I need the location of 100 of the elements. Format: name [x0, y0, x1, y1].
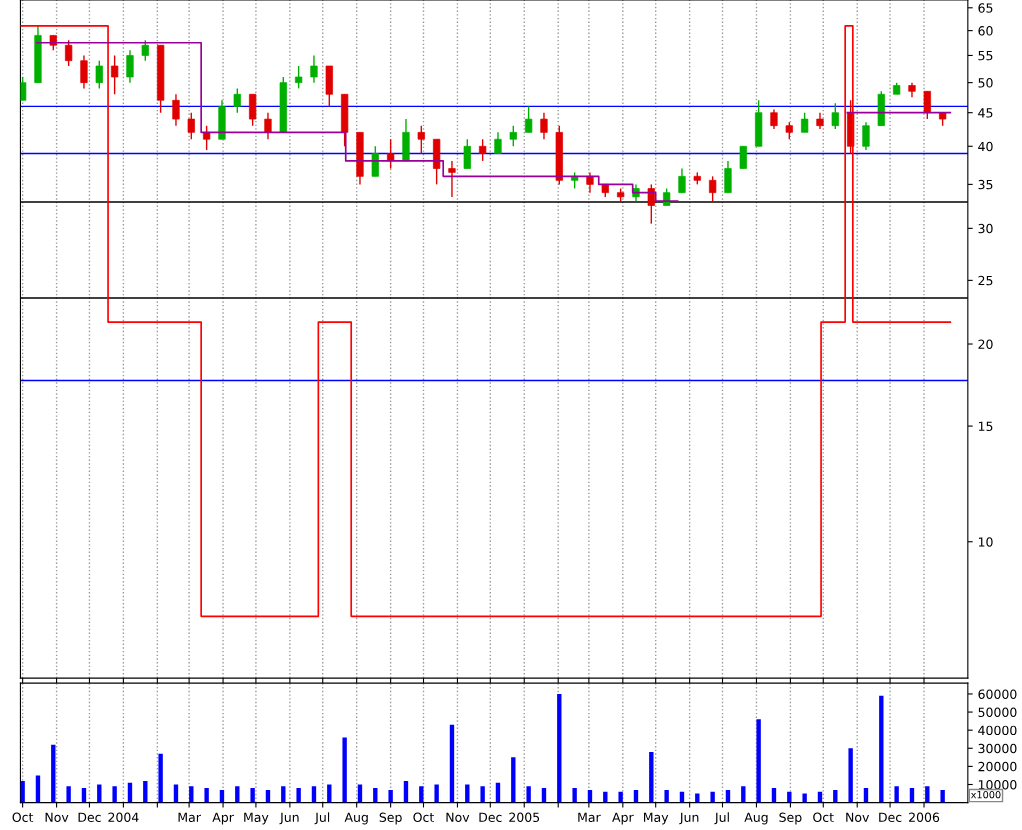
- y-tick-label: 40000: [978, 725, 1017, 736]
- y-tick-label: 10: [978, 537, 993, 547]
- bar: [112, 786, 117, 803]
- bar: [66, 786, 71, 803]
- x-tick-label: Dec: [879, 812, 902, 823]
- y-tick-label: 60000: [978, 689, 1017, 699]
- candlestick: [770, 108, 778, 130]
- bar: [802, 793, 807, 803]
- x-tick-label: Mar: [578, 812, 601, 823]
- x-tick-label: Apr: [612, 812, 634, 825]
- bar: [449, 724, 455, 803]
- bar: [281, 786, 286, 803]
- x-tick-label: Jun: [279, 812, 299, 825]
- bar: [311, 786, 317, 803]
- candlestick: [463, 138, 471, 170]
- bar: [235, 786, 240, 803]
- candlestick: [111, 54, 119, 95]
- candlestick: [494, 131, 502, 155]
- bar: [649, 751, 654, 803]
- candlestick: [187, 111, 195, 140]
- bar: [158, 753, 163, 803]
- x-tick-label: Oct: [813, 812, 834, 823]
- candlestick: [387, 138, 395, 170]
- candlestick: [801, 111, 809, 134]
- candlestick: [295, 65, 303, 90]
- candlestick: [509, 124, 517, 147]
- y-tick-label: 20000: [978, 761, 1017, 772]
- bar: [879, 695, 884, 803]
- x-tick-label: Sep: [779, 812, 802, 825]
- x-tick-label: Jul: [714, 812, 729, 825]
- candlestick: [141, 39, 149, 62]
- bar: [848, 748, 853, 803]
- text: x1000: [970, 790, 1001, 799]
- bar: [526, 786, 531, 803]
- candlestick: [203, 124, 211, 151]
- bar: [894, 786, 899, 803]
- candlestick: [448, 160, 456, 198]
- bar: [250, 788, 255, 803]
- x-tick-label: Dec: [78, 812, 101, 823]
- x-tick-label: Jul: [314, 812, 330, 825]
- bar: [342, 737, 347, 803]
- bar: [35, 775, 41, 803]
- bar: [940, 789, 945, 803]
- candlestick: [923, 90, 931, 120]
- x-tick-label: Oct: [413, 812, 434, 823]
- y-tick-label: 45: [978, 108, 993, 118]
- candlestick: [647, 183, 655, 225]
- candlestick: [65, 39, 73, 67]
- y-tick-label: 15: [978, 421, 993, 432]
- x-tick-label: 2006: [909, 812, 940, 823]
- bar: [51, 744, 56, 803]
- candlestick: [862, 121, 870, 151]
- candlestick: [540, 111, 548, 140]
- bar: [618, 791, 623, 803]
- candlestick: [126, 49, 134, 84]
- candlestick: [417, 124, 425, 155]
- x-tick-label: 2005: [509, 812, 540, 823]
- x-tick-label: Nov: [446, 812, 470, 823]
- candlestick: [264, 111, 272, 140]
- y-tick-label: 20: [978, 339, 993, 349]
- candlestick: [479, 138, 487, 162]
- bar: [925, 786, 930, 803]
- candlestick: [525, 105, 533, 134]
- y-tick-label: 40: [978, 141, 993, 152]
- y-tick-label: 25: [978, 275, 993, 286]
- candlestick: [371, 145, 379, 178]
- y-tick-label: 50000: [978, 707, 1017, 717]
- x-tick-label: 2004: [108, 812, 139, 823]
- bar: [434, 784, 439, 803]
- y-tick-label: 30: [978, 223, 993, 234]
- candlestick: [95, 59, 103, 90]
- x-tick-label: Aug: [344, 812, 368, 825]
- bar: [741, 786, 746, 803]
- candlestick: [678, 167, 686, 194]
- y-tick-label: 50: [978, 78, 993, 88]
- bar: [204, 788, 209, 803]
- x-tick-label: Apr: [212, 812, 234, 825]
- bar: [296, 788, 301, 803]
- candlestick: [739, 145, 747, 170]
- x-tick-label: Aug: [744, 812, 768, 825]
- y-tick-label: 55: [978, 51, 993, 61]
- x-tick-label: Dec: [479, 812, 502, 823]
- candlestick: [233, 87, 241, 114]
- bar: [710, 791, 715, 803]
- candlestick: [831, 102, 839, 130]
- candlestick: [20, 76, 27, 101]
- bar: [557, 693, 562, 803]
- y-tick-label: 30000: [978, 743, 1017, 754]
- bar: [572, 788, 577, 803]
- bar: [419, 786, 424, 803]
- x-tick-label: Sep: [379, 812, 402, 825]
- candlestick: [172, 93, 180, 127]
- bar: [480, 786, 485, 803]
- y-tick-label: 65: [978, 3, 993, 13]
- x-tick-label: May: [643, 812, 669, 825]
- y-tick-label: 60: [978, 26, 993, 36]
- y-tick-label: 35: [978, 179, 993, 190]
- x-tick-label: Jun: [679, 812, 699, 825]
- x-tick-label: Nov: [846, 812, 870, 823]
- x-tick-label: May: [244, 812, 269, 825]
